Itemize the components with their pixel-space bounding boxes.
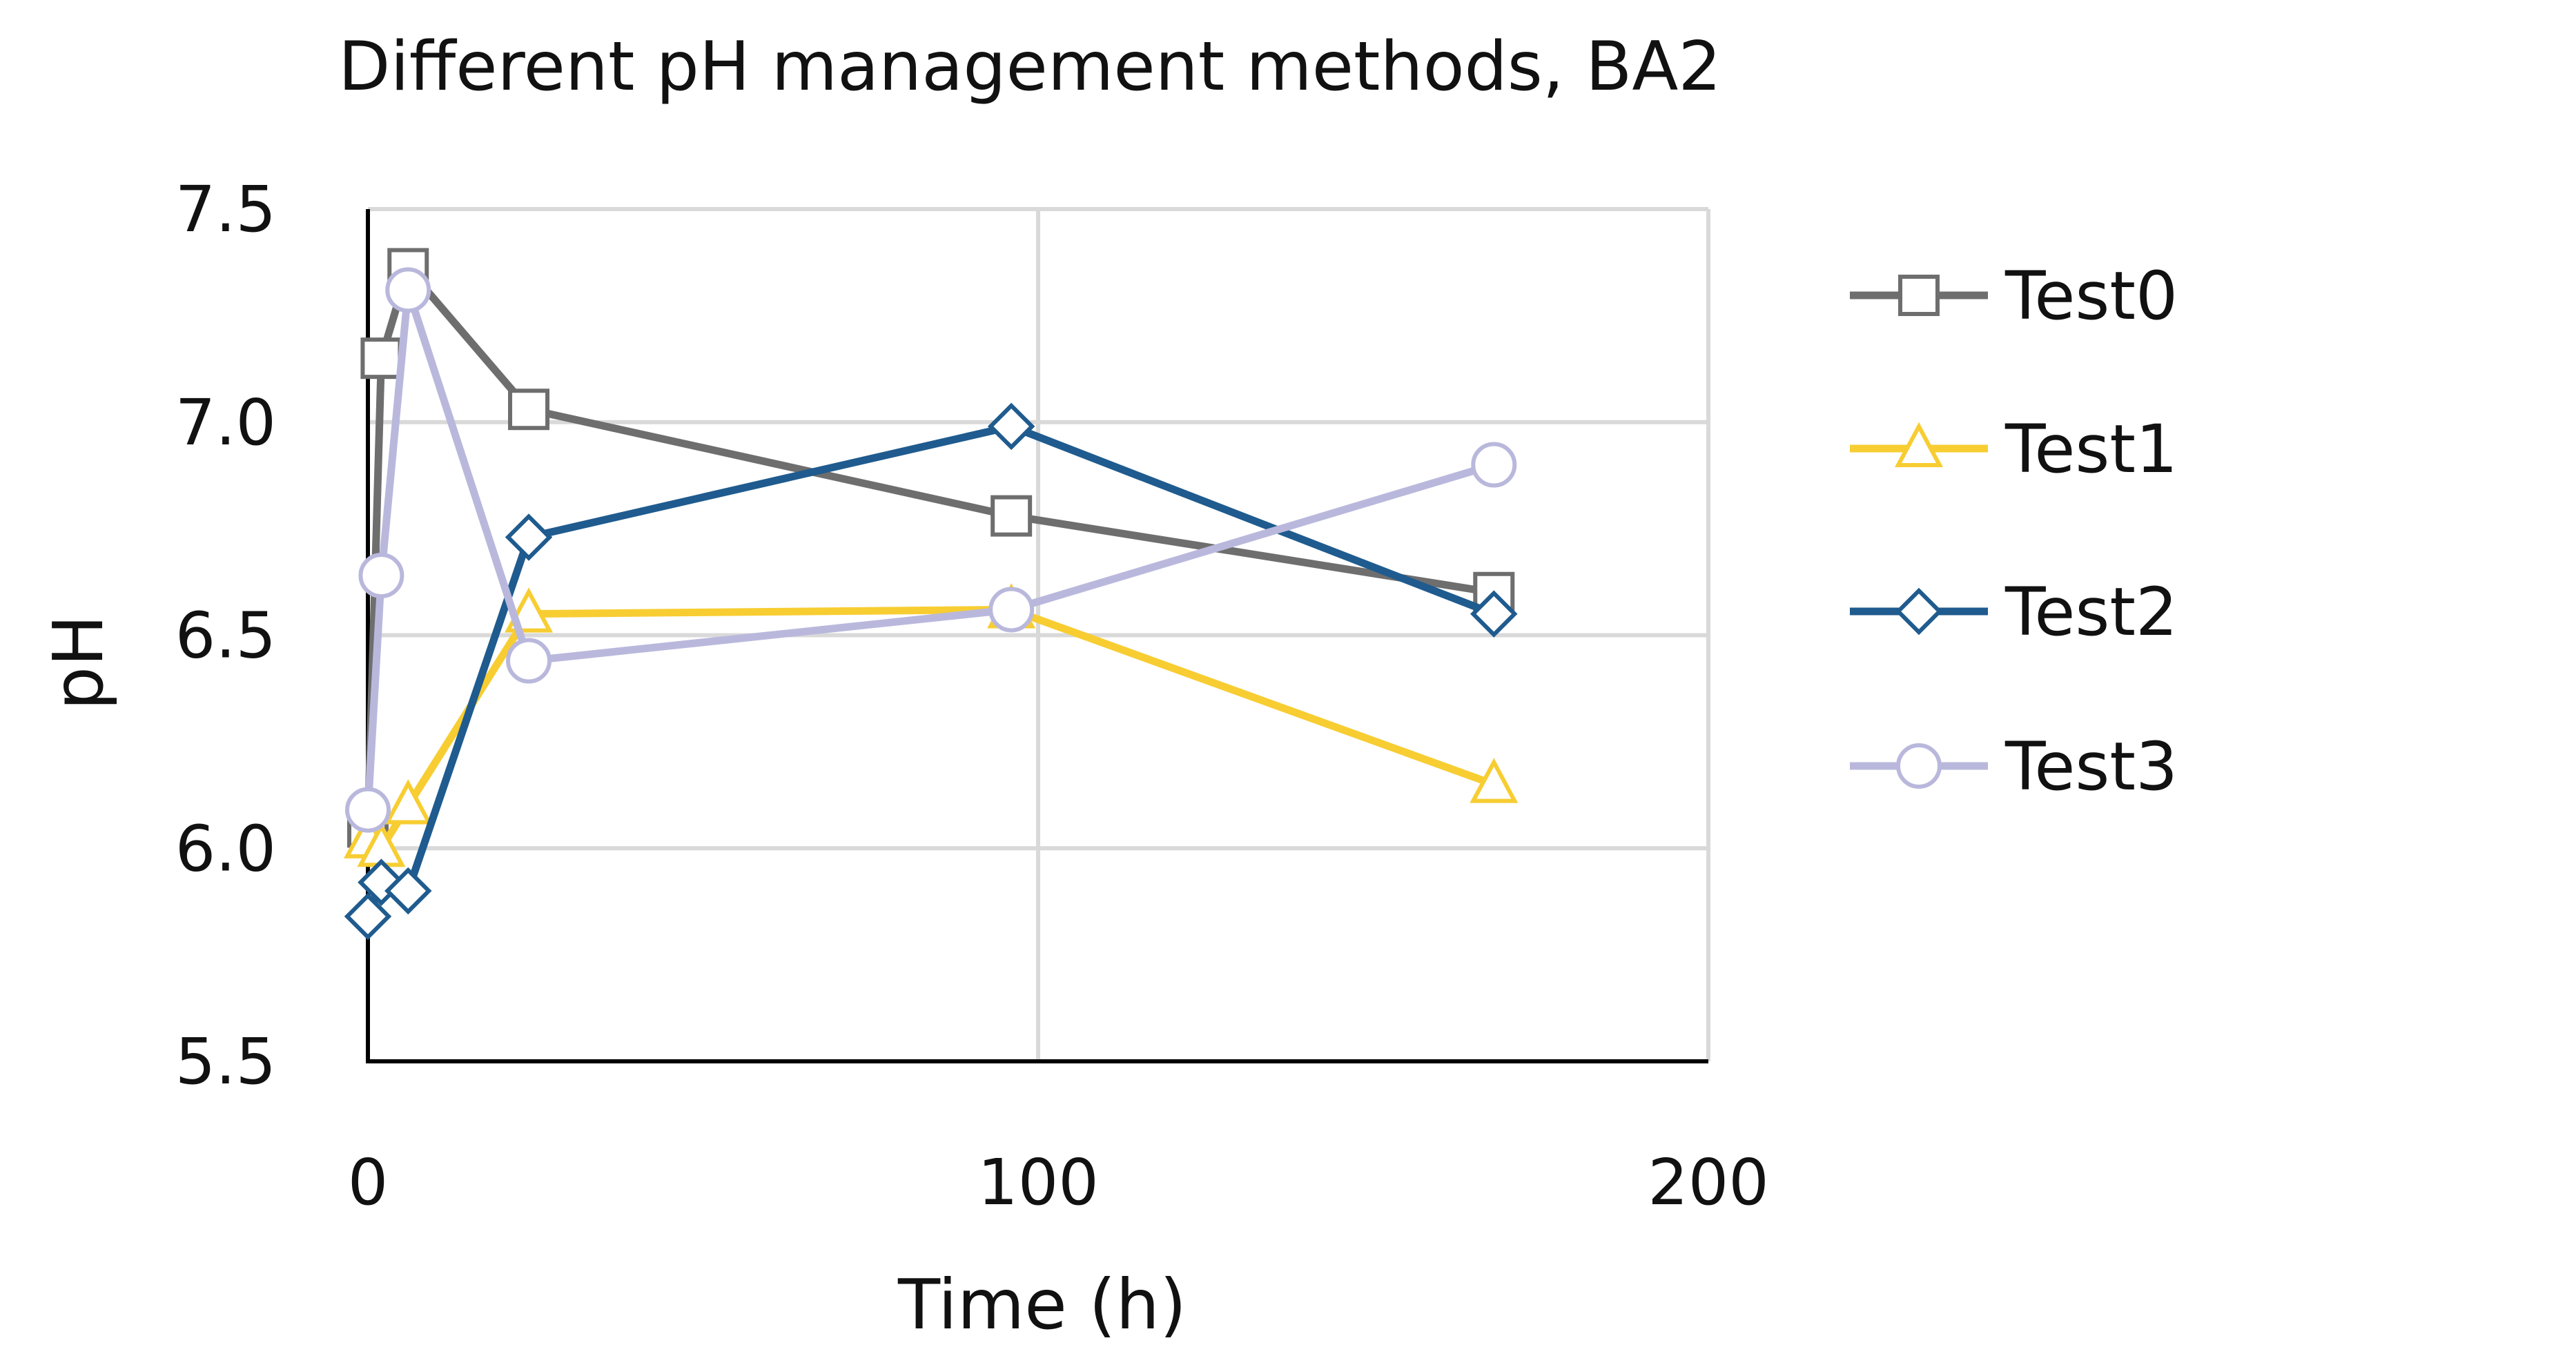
series-test3	[345, 267, 1517, 833]
x-tick-labels: 0 100 200	[348, 1146, 1769, 1219]
legend-label: Test3	[2004, 728, 2178, 805]
legend-label: Test2	[2004, 573, 2178, 651]
series-line	[364, 286, 1495, 810]
legend: Test0 Test1 Test2 Test3	[1850, 257, 2178, 805]
gridlines	[368, 207, 1710, 1061]
legend-item-test2: Test2	[1850, 573, 2178, 651]
triangle-marker	[1470, 758, 1519, 803]
x-tick-label: 100	[977, 1146, 1099, 1219]
y-tick-label: 7.5	[175, 173, 276, 246]
circle-marker	[385, 267, 431, 313]
diamond-marker	[505, 513, 553, 561]
y-tick-label: 5.5	[175, 1025, 276, 1099]
y-axis-title: pH	[38, 615, 119, 711]
series	[343, 248, 1519, 941]
square-marker	[1898, 275, 1940, 316]
legend-label: Test1	[2004, 411, 2178, 488]
diamond-marker	[1470, 590, 1518, 638]
circle-marker	[345, 787, 391, 833]
legend-item-test3: Test3	[1850, 728, 2178, 805]
diamond-marker	[384, 867, 432, 915]
x-tick-label: 200	[1648, 1146, 1769, 1219]
triangle-marker	[1894, 422, 1944, 467]
circle-marker	[358, 553, 404, 599]
square-marker	[991, 495, 1033, 537]
y-tick-label: 6.5	[175, 599, 276, 673]
circle-marker	[1896, 743, 1942, 789]
diamond-marker	[344, 892, 392, 941]
legend-label: Test0	[2004, 257, 2178, 335]
legend-item-test0: Test0	[1850, 257, 2178, 335]
y-tick-label: 7.0	[175, 386, 276, 460]
circle-marker	[506, 638, 552, 684]
triangle-marker	[384, 779, 433, 825]
diamond-marker	[987, 402, 1035, 451]
chart-title: Different pH management methods, BA2	[338, 28, 1721, 106]
legend-item-test1: Test1	[1850, 411, 2178, 488]
y-tick-label: 6.0	[175, 812, 276, 885]
square-marker	[360, 337, 402, 380]
circle-marker	[1471, 442, 1517, 488]
circle-marker	[988, 587, 1035, 633]
diamond-marker	[1895, 587, 1943, 636]
x-tick-label: 0	[348, 1146, 389, 1219]
square-marker	[508, 389, 550, 431]
x-axis-title: Time (h)	[897, 1264, 1187, 1345]
y-tick-labels: 5.5 6.0 6.5 7.0 7.5	[175, 173, 276, 1099]
series-line	[364, 264, 1495, 827]
series-test2	[344, 402, 1518, 941]
